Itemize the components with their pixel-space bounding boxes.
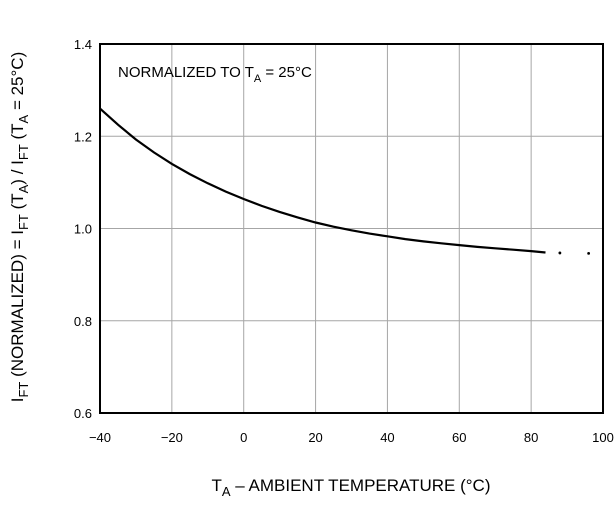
x-tick-label: 100 bbox=[592, 430, 614, 445]
x-tick-label: 60 bbox=[452, 430, 466, 445]
tick-labels: −40 −20 0 20 40 60 80 100 0.6 0.8 1.0 1.2 1.4 bbox=[74, 37, 614, 445]
y-tick-label: 1.4 bbox=[74, 37, 92, 52]
plot-frame bbox=[99, 43, 604, 414]
y-tick-label: 1.2 bbox=[74, 129, 92, 144]
series-line bbox=[99, 107, 546, 254]
x-axis-title: TA – AMBIENT TEMPERATURE (°C) bbox=[211, 476, 490, 499]
x-tick-label: 80 bbox=[524, 430, 538, 445]
extrapolation-dot bbox=[558, 251, 562, 255]
x-tick-label: 20 bbox=[308, 430, 322, 445]
y-tick-label: 0.8 bbox=[74, 314, 92, 329]
x-tick-label: 0 bbox=[240, 430, 247, 445]
extrapolation-dots bbox=[558, 251, 591, 255]
y-tick-label: 1.0 bbox=[74, 222, 92, 237]
chart-annotation: NORMALIZED TO TA = 25°C bbox=[118, 64, 312, 85]
extrapolation-dot bbox=[587, 252, 591, 255]
y-axis-title: IFT (NORMALIZED) = IFT (TA) / IFT (TA = … bbox=[8, 52, 31, 403]
grid bbox=[100, 44, 603, 413]
x-tick-label: −40 bbox=[89, 430, 111, 445]
x-tick-label: −20 bbox=[161, 430, 183, 445]
x-tick-label: 40 bbox=[380, 430, 394, 445]
y-tick-label: 0.6 bbox=[74, 406, 92, 421]
